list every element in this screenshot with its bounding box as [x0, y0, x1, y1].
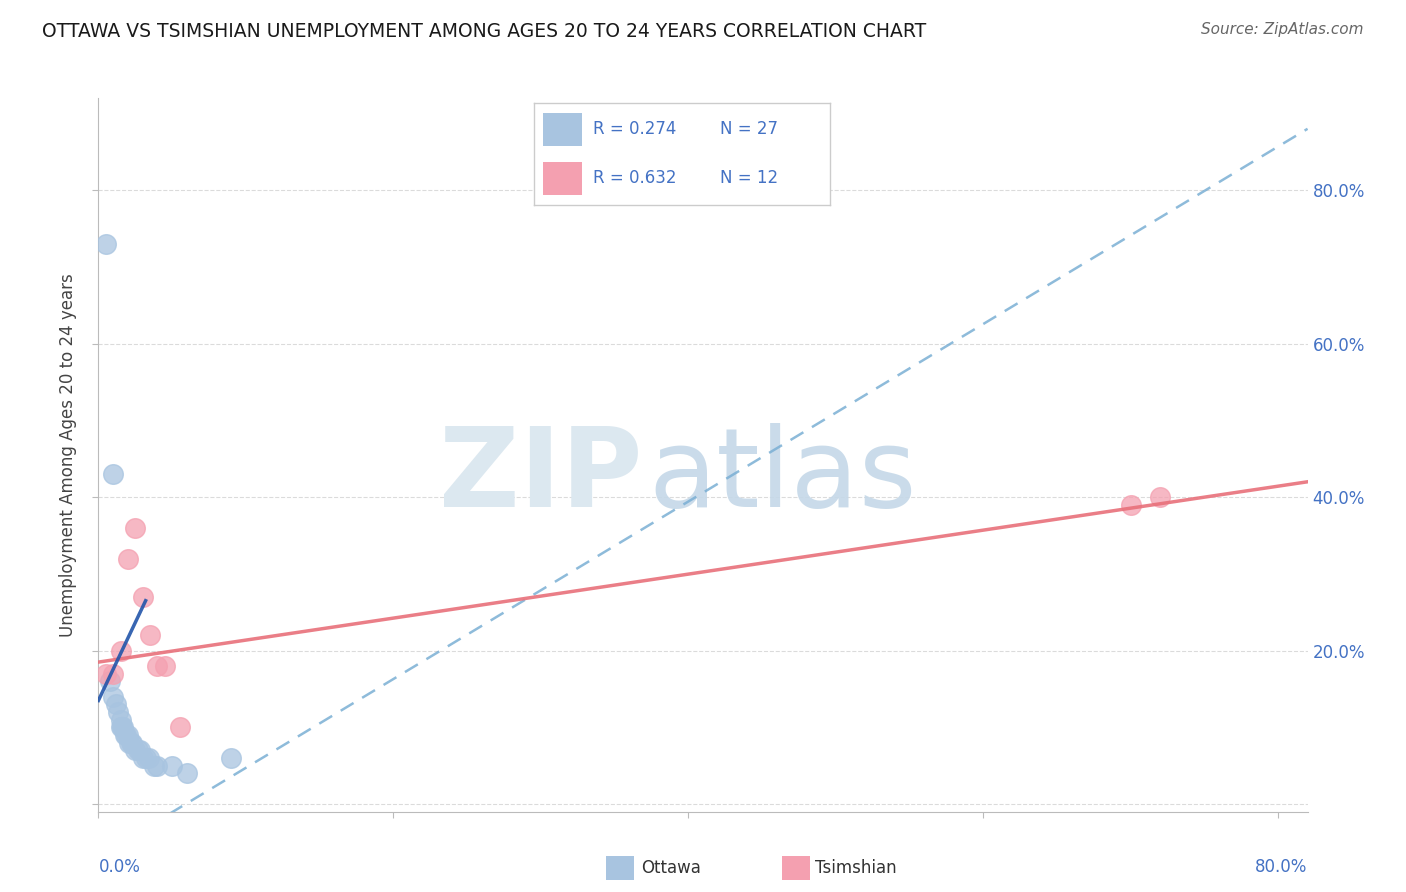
Point: [117, 728, 139, 742]
Text: N = 12: N = 12: [720, 169, 779, 187]
Point: [115, 728, 138, 742]
Point: [112, 720, 135, 734]
Point: [153, 659, 176, 673]
Point: [121, 736, 143, 750]
Text: Source: ZipAtlas.com: Source: ZipAtlas.com: [1201, 22, 1364, 37]
Point: [118, 736, 141, 750]
Point: [169, 720, 191, 734]
Y-axis label: Unemployment Among Ages 20 to 24 years: Unemployment Among Ages 20 to 24 years: [59, 273, 77, 637]
Text: OTTAWA VS TSIMSHIAN UNEMPLOYMENT AMONG AGES 20 TO 24 YEARS CORRELATION CHART: OTTAWA VS TSIMSHIAN UNEMPLOYMENT AMONG A…: [42, 22, 927, 41]
Point: [94, 236, 117, 251]
Point: [131, 590, 153, 604]
Text: Ottawa: Ottawa: [641, 859, 702, 877]
Point: [110, 720, 132, 734]
Point: [101, 666, 124, 681]
Point: [135, 751, 157, 765]
Point: [219, 751, 242, 765]
Point: [127, 743, 149, 757]
Point: [139, 628, 162, 642]
Text: R = 0.632: R = 0.632: [593, 169, 676, 187]
Point: [124, 521, 146, 535]
Point: [98, 674, 121, 689]
Point: [124, 743, 146, 757]
Point: [120, 736, 142, 750]
Point: [110, 713, 132, 727]
Bar: [543, 112, 582, 145]
Point: [1119, 498, 1142, 512]
Point: [131, 751, 153, 765]
Point: [146, 758, 169, 772]
Point: [111, 720, 134, 734]
Text: N = 27: N = 27: [720, 120, 779, 138]
Point: [146, 659, 169, 673]
Point: [138, 751, 160, 765]
Text: Tsimshian: Tsimshian: [815, 859, 897, 877]
Point: [110, 643, 132, 657]
Bar: [543, 162, 582, 194]
Point: [105, 698, 128, 712]
Point: [114, 728, 136, 742]
Point: [143, 758, 166, 772]
Point: [101, 690, 124, 704]
Text: 0.0%: 0.0%: [98, 858, 141, 876]
Point: [1149, 490, 1171, 504]
Point: [128, 743, 150, 757]
Point: [117, 551, 139, 566]
Point: [176, 766, 198, 780]
Point: [107, 705, 129, 719]
Point: [94, 666, 117, 681]
Point: [101, 467, 124, 482]
Text: 80.0%: 80.0%: [1256, 858, 1308, 876]
Point: [160, 758, 183, 772]
Text: R = 0.274: R = 0.274: [593, 120, 676, 138]
Text: ZIP: ZIP: [439, 423, 643, 530]
Text: atlas: atlas: [648, 423, 917, 530]
